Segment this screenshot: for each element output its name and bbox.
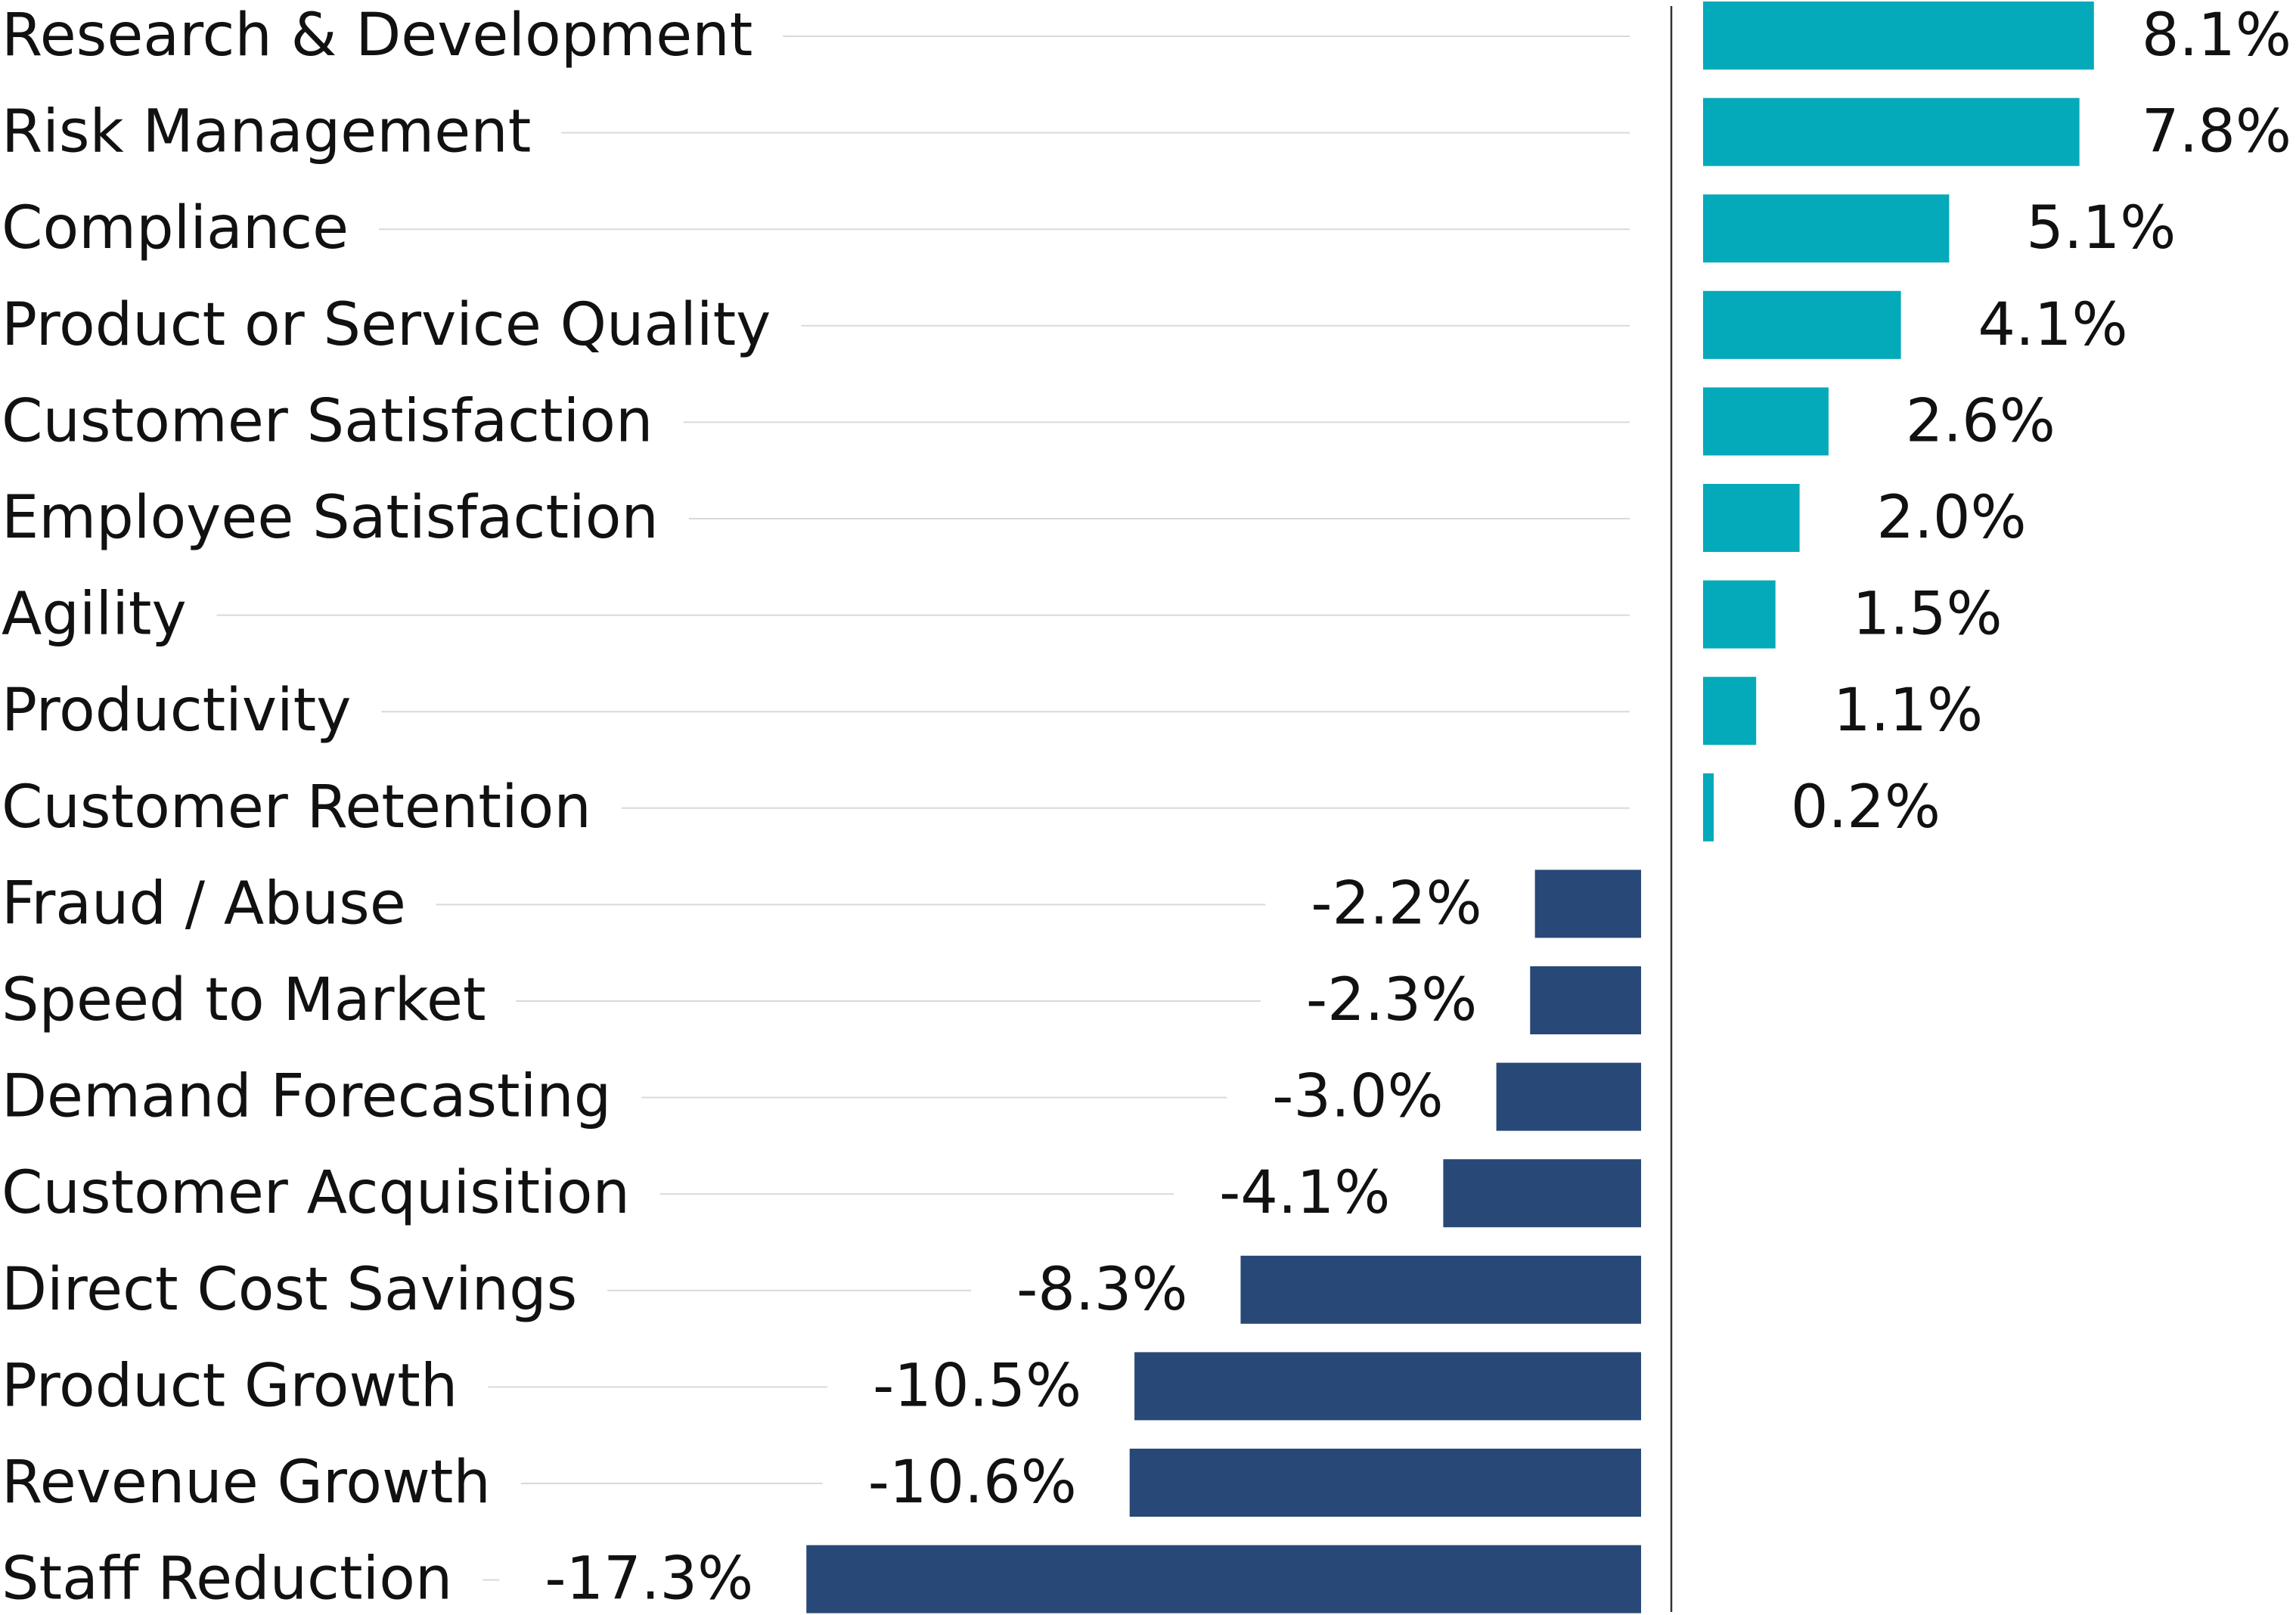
bar-negative	[1496, 1062, 1641, 1131]
category-label: Employee Satisfaction	[2, 484, 659, 552]
value-label: -2.2%	[1311, 869, 1482, 938]
category-labels: Research & Development Risk Management Com…	[2, 2, 771, 1613]
value-labels: 8.1% 7.8% 5.1% 4.1% 2.6% 2.0% 1.5% 1.1% 0.2% -2.2…	[545, 2, 2291, 1613]
value-label: 5.1%	[2026, 194, 2176, 262]
bar-negative	[1240, 1255, 1641, 1324]
value-label: 2.0%	[1876, 484, 2026, 552]
value-label: 7.8%	[2142, 98, 2291, 166]
bar-negative	[1534, 869, 1641, 938]
value-label: -10.5%	[873, 1352, 1081, 1420]
category-label: Compliance	[2, 194, 349, 262]
category-label: Customer Satisfaction	[2, 387, 653, 455]
bar-positive	[1703, 387, 1829, 456]
value-label: -4.1%	[1219, 1159, 1390, 1227]
category-label: Speed to Market	[2, 966, 486, 1034]
category-label: Customer Acquisition	[2, 1159, 630, 1227]
category-label: Product Growth	[2, 1352, 458, 1420]
value-label: -2.3%	[1306, 966, 1477, 1034]
value-label: 1.1%	[1833, 677, 1983, 745]
value-label: -10.6%	[868, 1449, 1077, 1517]
bars	[806, 2, 2094, 1613]
value-label: 2.6%	[1906, 387, 2056, 455]
category-label: Agility	[2, 581, 187, 649]
value-label: 4.1%	[1978, 291, 2127, 359]
category-label: Fraud / Abuse	[2, 869, 406, 938]
category-label: Revenue Growth	[2, 1449, 491, 1517]
value-label: -17.3%	[545, 1545, 753, 1613]
bar-negative	[1134, 1352, 1641, 1421]
category-label: Research & Development	[2, 2, 752, 70]
bar-positive	[1703, 98, 2080, 166]
bar-negative	[1443, 1159, 1641, 1228]
category-label: Staff Reduction	[2, 1545, 452, 1613]
bar-positive	[1703, 2, 2094, 70]
category-label: Demand Forecasting	[2, 1063, 611, 1131]
bar-negative	[1129, 1449, 1641, 1517]
value-label: -8.3%	[1016, 1256, 1187, 1324]
bar-positive	[1703, 484, 1800, 552]
category-label: Productivity	[2, 677, 351, 745]
bar-negative	[1530, 966, 1641, 1034]
bar-positive	[1703, 290, 1901, 359]
category-label: Direct Cost Savings	[2, 1256, 577, 1324]
category-label: Customer Retention	[2, 773, 591, 842]
bar-positive	[1703, 194, 1950, 263]
value-label: -3.0%	[1272, 1063, 1443, 1131]
bar-positive	[1703, 677, 1757, 746]
value-label: 0.2%	[1791, 773, 1941, 842]
bar-positive	[1703, 580, 1776, 649]
category-label: Risk Management	[2, 98, 531, 166]
value-label: 1.5%	[1853, 581, 2003, 649]
leader-lines	[216, 36, 1630, 1581]
bar-negative	[806, 1545, 1641, 1613]
bar-positive	[1703, 773, 1714, 842]
category-label: Product or Service Quality	[2, 291, 771, 359]
value-label: 8.1%	[2142, 2, 2291, 70]
